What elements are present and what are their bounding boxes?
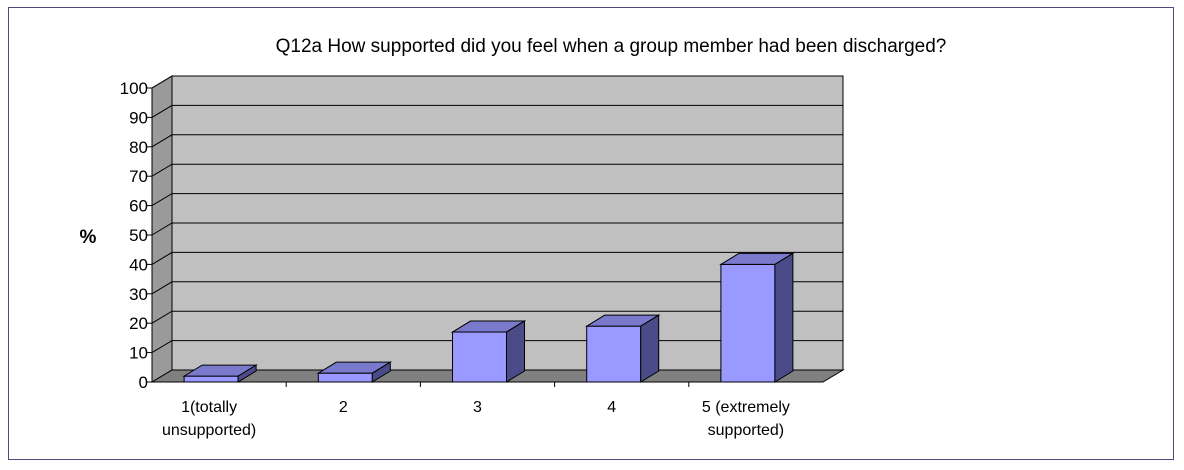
- x-tick-label: 4: [607, 399, 616, 416]
- bar: [719, 252, 795, 383]
- gridline: [151, 222, 843, 236]
- y-axis-label: %: [80, 227, 97, 248]
- y-tick-label: 0: [139, 373, 148, 392]
- bar-side: [371, 361, 391, 383]
- y-tick-label: 20: [129, 314, 148, 333]
- x-tick-label: 2: [339, 399, 348, 416]
- gridline: [151, 310, 843, 324]
- chart-title: Q12a How supported did you feel when a g…: [276, 36, 947, 57]
- bar-side: [237, 364, 257, 383]
- bar-side: [774, 252, 794, 383]
- bar: [182, 364, 258, 383]
- x-tick-label: 1(totally unsupported): [162, 399, 256, 439]
- x-tick-label: 3: [473, 399, 482, 416]
- gridline: [151, 75, 843, 89]
- y-tick-label: 10: [129, 344, 148, 363]
- bar-front: [317, 372, 373, 383]
- gridline: [151, 134, 843, 148]
- bar-side: [640, 314, 660, 383]
- bar-front: [452, 331, 507, 383]
- gridline: [151, 193, 843, 207]
- y-tick-label: 70: [129, 167, 148, 186]
- y-tick-label: 90: [129, 108, 148, 127]
- x-tick-label: 5 (extremely supported): [702, 399, 790, 439]
- bar: [450, 320, 527, 383]
- bar-front: [720, 263, 776, 383]
- bar-front: [586, 325, 642, 383]
- y-tick-label: 60: [129, 197, 148, 216]
- gridline: [151, 163, 843, 177]
- gridline: [151, 104, 843, 118]
- y-tick-label: 30: [129, 285, 148, 304]
- y-tick-label: 50: [129, 226, 148, 245]
- gridline: [151, 251, 843, 265]
- bar-side: [506, 320, 525, 383]
- bar: [584, 314, 661, 383]
- y-tick-label: 80: [129, 138, 148, 157]
- y-tick-label: 100: [120, 79, 148, 98]
- bar: [316, 361, 393, 383]
- y-tick-label: 40: [129, 255, 148, 274]
- bar-front: [183, 375, 239, 383]
- gridline: [151, 281, 843, 295]
